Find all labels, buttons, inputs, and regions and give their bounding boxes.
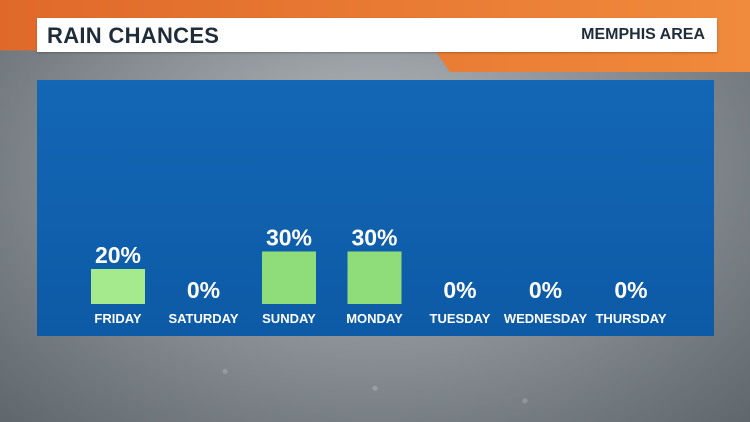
chart-title: RAIN CHANCES <box>47 23 220 48</box>
bar-friday <box>91 269 145 304</box>
value-label-saturday: 0% <box>187 277 220 303</box>
day-label-wednesday: WEDNESDAY <box>504 311 588 326</box>
day-label-friday: FRIDAY <box>94 311 142 326</box>
title-bar: RAIN CHANCES MEMPHIS AREA <box>37 18 717 52</box>
value-label-thursday: 0% <box>614 277 647 303</box>
value-label-friday: 20% <box>95 242 141 268</box>
value-label-wednesday: 0% <box>529 277 562 303</box>
day-label-thursday: THURSDAY <box>595 311 666 326</box>
day-label-saturday: SATURDAY <box>168 311 238 326</box>
bar-monday <box>347 251 402 304</box>
value-label-sunday: 30% <box>266 225 312 251</box>
value-label-monday: 30% <box>351 225 397 251</box>
bar-sunday <box>262 251 316 304</box>
day-label-tuesday: TUESDAY <box>430 311 491 326</box>
chart-panel: 20% FRIDAY 0% SATURDAY 30% SUNDAY 30% MONDAY 0% T… <box>37 80 714 336</box>
day-label-monday: MONDAY <box>346 311 403 326</box>
day-label-sunday: SUNDAY <box>262 311 316 326</box>
value-label-tuesday: 0% <box>443 277 476 303</box>
location-label: MEMPHIS AREA <box>581 26 705 43</box>
rain-chance-chart: 20% FRIDAY 0% SATURDAY 30% SUNDAY 30% MONDAY 0% T… <box>91 225 667 326</box>
